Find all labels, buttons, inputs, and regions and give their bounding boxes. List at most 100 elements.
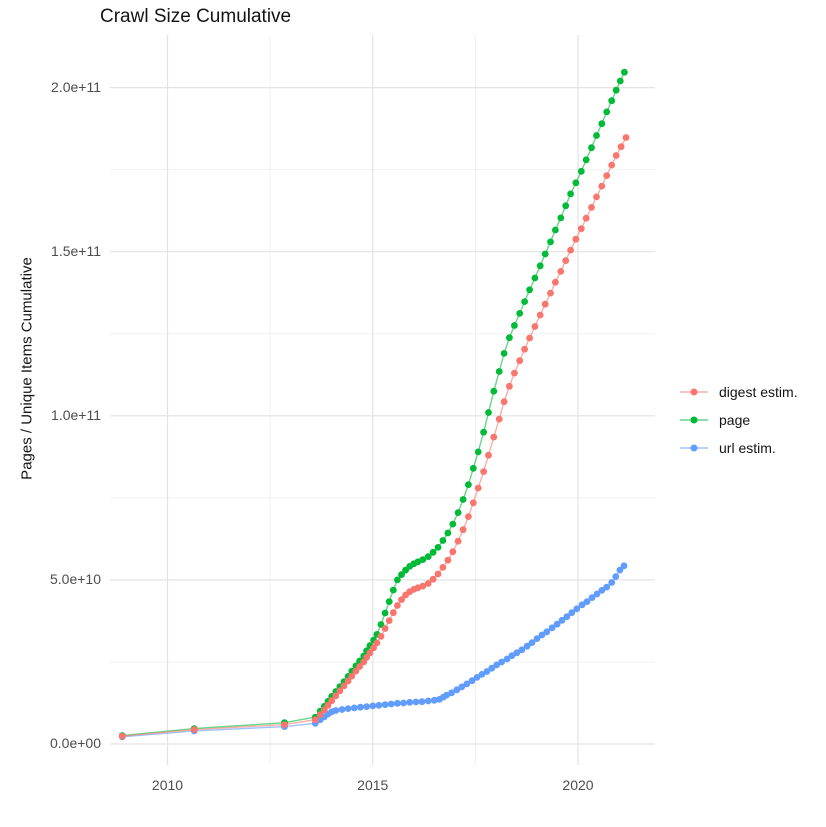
data-point-page: [500, 350, 508, 357]
data-point-page: [612, 86, 620, 94]
data-point-page: [511, 322, 518, 329]
data-point-digest-estim: [552, 278, 559, 286]
data-point-url-estim: [538, 631, 546, 639]
data-point-digest-estim: [500, 398, 508, 406]
legend: digest estim. page url estim.: [678, 378, 798, 462]
data-point-url-estim: [608, 579, 616, 586]
data-point-url-estim: [616, 566, 624, 574]
data-point-page: [562, 202, 570, 210]
data-point-digest-estim: [469, 499, 477, 507]
data-point-digest-estim: [336, 687, 344, 695]
data-point-digest-estim: [474, 484, 482, 492]
data-point-page: [557, 214, 565, 222]
data-point-url-estim: [344, 705, 352, 712]
data-point-url-estim: [448, 689, 455, 697]
legend-key-icon: [680, 416, 708, 424]
data-point-page: [385, 598, 393, 605]
data-point-url-estim: [583, 598, 591, 605]
data-point-url-estim: [381, 701, 389, 708]
legend-item-label: page: [719, 412, 751, 428]
legend-key-icon: [680, 388, 708, 396]
data-point-digest-estim: [352, 667, 360, 675]
data-point-page: [389, 586, 397, 594]
data-point-url-estim: [588, 594, 596, 601]
data-point-url-estim: [338, 706, 346, 713]
legend-item: digest estim.: [678, 378, 798, 406]
data-point-url-estim: [488, 664, 496, 672]
data-point-page: [603, 108, 611, 116]
data-point-page: [419, 556, 427, 563]
x-tick-label: 2015: [357, 777, 389, 793]
data-point-url-estim: [412, 698, 420, 706]
data-point-digest-estim: [531, 323, 539, 330]
data-point-page: [506, 334, 513, 342]
data-point-page: [577, 167, 585, 175]
data-point-digest-estim: [394, 602, 401, 609]
data-point-digest-estim: [348, 672, 356, 680]
data-point-digest-estim: [311, 716, 319, 724]
data-point-page: [424, 553, 432, 560]
data-point-url-estim: [573, 605, 581, 613]
chart-title: Crawl Size Cumulative: [100, 6, 292, 27]
data-point-digest-estim: [598, 182, 606, 190]
legend-key-dot: [690, 444, 698, 452]
data-point-page: [454, 509, 462, 516]
data-point-digest-estim: [320, 706, 328, 714]
data-point-digest-estim: [459, 526, 467, 534]
data-point-digest-estim: [377, 633, 385, 640]
data-point-page: [480, 428, 487, 436]
series-points-url-estim: [118, 562, 628, 741]
data-point-url-estim: [503, 655, 511, 663]
data-point-page: [465, 481, 472, 489]
data-point-digest-estim: [381, 625, 389, 632]
data-point-digest-estim: [480, 468, 487, 475]
data-point-digest-estim: [588, 204, 595, 211]
data-point-page: [567, 190, 574, 198]
data-point-url-estim: [553, 620, 561, 628]
data-point-url-estim: [493, 661, 501, 669]
legend-key-dot: [690, 416, 698, 424]
data-point-url-estim: [558, 616, 566, 624]
data-point-digest-estim: [603, 172, 611, 180]
data-point-digest-estim: [562, 257, 570, 264]
data-point-url-estim: [483, 668, 491, 675]
data-point-digest-estim: [190, 726, 198, 733]
data-point-digest-estim: [495, 415, 503, 423]
data-point-url-estim: [424, 697, 432, 705]
data-point-url-estim: [400, 699, 407, 707]
data-point-page: [449, 520, 457, 528]
data-point-page: [526, 286, 533, 294]
data-point-url-estim: [418, 698, 426, 706]
data-point-page: [588, 144, 595, 152]
data-point-digest-estim: [419, 582, 427, 590]
data-point-digest-estim: [398, 596, 405, 603]
data-point-url-estim: [598, 587, 606, 594]
data-point-url-estim: [513, 649, 521, 657]
data-point-url-estim: [387, 700, 395, 708]
data-point-url-estim: [508, 652, 516, 660]
data-point-digest-estim: [612, 152, 620, 159]
data-point-url-estim: [568, 609, 576, 617]
data-point-page: [541, 250, 549, 258]
data-point-url-estim: [458, 683, 466, 691]
data-point-page: [398, 571, 405, 578]
legend-item: page: [678, 406, 798, 434]
data-point-digest-estim: [356, 663, 363, 670]
y-tick-label: 1.5e+11: [51, 242, 101, 259]
data-point-digest-estim: [118, 732, 126, 740]
data-point-digest-estim: [324, 701, 332, 709]
data-point-url-estim: [350, 704, 358, 712]
data-point-page: [490, 387, 498, 395]
data-point-digest-estim: [572, 235, 580, 243]
data-point-digest-estim: [582, 214, 590, 222]
data-point-digest-estim: [449, 548, 457, 556]
data-point-url-estim: [620, 562, 628, 570]
x-tick-label: 2020: [562, 777, 594, 793]
data-point-page: [394, 576, 401, 584]
data-point-url-estim: [578, 601, 586, 609]
data-point-url-estim: [528, 639, 536, 646]
data-point-url-estim: [478, 671, 486, 678]
data-point-page: [474, 448, 482, 456]
